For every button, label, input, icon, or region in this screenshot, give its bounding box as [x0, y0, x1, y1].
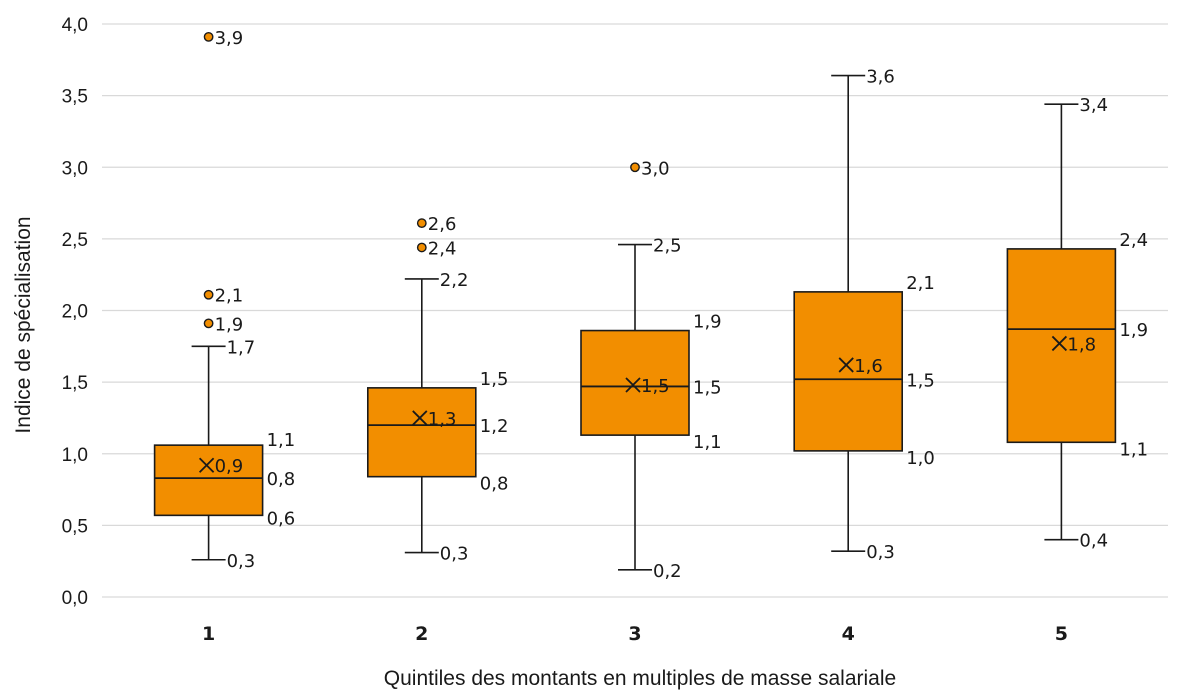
y-tick-label: 1,0 — [62, 445, 88, 466]
x-axis-category-labels: 1 2 3 4 5 — [202, 623, 1068, 645]
x-category-label: 5 — [1055, 623, 1068, 645]
q3-label: 2,4 — [1119, 230, 1148, 251]
y-tick-label: 4,0 — [62, 15, 88, 36]
y-tick-label: 0,0 — [62, 588, 88, 609]
outlier-label: 2,1 — [215, 286, 244, 307]
iqr-box — [793, 291, 904, 452]
q1-label: 1,1 — [1119, 439, 1148, 460]
max-label: 3,4 — [1079, 95, 1108, 116]
median-label: 1,2 — [480, 416, 509, 437]
outlier-point — [630, 162, 640, 173]
max-label: 1,7 — [227, 337, 256, 358]
iqr-box — [366, 387, 477, 478]
q3-label: 2,1 — [906, 273, 935, 294]
y-tick-label: 1,5 — [62, 373, 88, 394]
y-tick-label: 3,5 — [62, 87, 88, 108]
outlier-point — [416, 218, 427, 229]
outlier-label: 2,4 — [428, 238, 457, 259]
box-group-4: 3,6 0,3 2,1 1,0 1,5 1,6 — [793, 67, 935, 563]
y-tick-label: 3,0 — [62, 158, 88, 179]
median-label: 1,9 — [1119, 320, 1148, 341]
outlier-label: 3,9 — [215, 28, 244, 49]
x-category-label: 4 — [842, 623, 855, 645]
mean-marker-stroke — [198, 457, 215, 473]
median-label: 0,8 — [267, 469, 296, 490]
box-group-3: 3,0 2,5 0,2 1,9 1,1 1,5 1,5 — [580, 158, 722, 582]
mean-marker-stroke — [412, 410, 428, 426]
q1-label: 0,8 — [480, 474, 509, 495]
box-group-1: 1,9 2,1 3,9 1,7 0,3 1,1 0,6 0,8 0,9 — [153, 28, 296, 572]
median-label: 1,5 — [693, 377, 722, 398]
mean-label: 1,8 — [1067, 334, 1096, 355]
q1-label: 1,0 — [906, 448, 935, 469]
q1-label: 1,1 — [693, 432, 722, 453]
min-label: 0,3 — [227, 551, 256, 572]
mean-label: 1,6 — [854, 356, 883, 377]
outlier-point — [203, 31, 214, 42]
max-label: 3,6 — [866, 67, 895, 88]
x-axis-title: Quintiles des montants en multiples de m… — [384, 667, 896, 690]
q3-label: 1,5 — [480, 369, 509, 390]
outlier-label: 3,0 — [641, 158, 670, 179]
outlier-label: 1,9 — [215, 314, 244, 335]
x-category-label: 1 — [202, 623, 215, 645]
mean-marker — [412, 410, 428, 426]
min-label: 0,3 — [866, 542, 895, 563]
outlier-point — [203, 289, 214, 300]
q3-label: 1,9 — [693, 312, 722, 333]
outlier-point — [416, 242, 427, 253]
mean-marker-stroke — [625, 377, 641, 393]
x-category-label: 3 — [628, 623, 641, 645]
q1-label: 0,6 — [267, 508, 296, 529]
mean-marker-stroke — [1051, 335, 1068, 352]
mean-marker — [625, 377, 641, 393]
boxes: 1,92,13,91,70,31,10,60,80,92,42,62,20,31… — [153, 28, 1148, 582]
max-label: 2,5 — [653, 236, 682, 257]
iqr-box — [153, 444, 264, 517]
y-axis-title: Indice de spécialisation — [12, 216, 35, 433]
median-label: 1,5 — [906, 370, 935, 391]
mean-marker-stroke — [838, 357, 854, 373]
y-axis-tick-labels: 0,0 0,5 1,0 1,5 2,0 2,5 3,0 3,5 4,0 — [62, 15, 88, 609]
box-group-2: 2,4 2,6 2,2 0,3 1,5 0,8 1,2 1,3 — [366, 214, 509, 565]
y-tick-label: 2,5 — [62, 230, 88, 251]
box-group-5: 3,4 0,4 2,4 1,1 1,9 1,8 — [1006, 95, 1148, 552]
min-label: 0,3 — [440, 544, 469, 565]
mean-marker — [1051, 335, 1068, 352]
q3-label: 1,1 — [267, 430, 296, 451]
min-label: 0,2 — [653, 561, 682, 582]
max-label: 2,2 — [440, 270, 469, 291]
outlier-label: 2,6 — [428, 214, 457, 235]
mean-label: 0,9 — [215, 456, 244, 477]
y-tick-label: 2,0 — [62, 302, 88, 323]
mean-marker — [198, 457, 215, 473]
x-category-label: 2 — [415, 623, 428, 645]
min-label: 0,4 — [1079, 531, 1108, 552]
y-tick-label: 0,5 — [62, 516, 88, 537]
mean-marker — [838, 357, 854, 373]
outlier-point — [203, 318, 214, 329]
mean-label: 1,5 — [641, 376, 670, 397]
mean-label: 1,3 — [428, 409, 457, 430]
